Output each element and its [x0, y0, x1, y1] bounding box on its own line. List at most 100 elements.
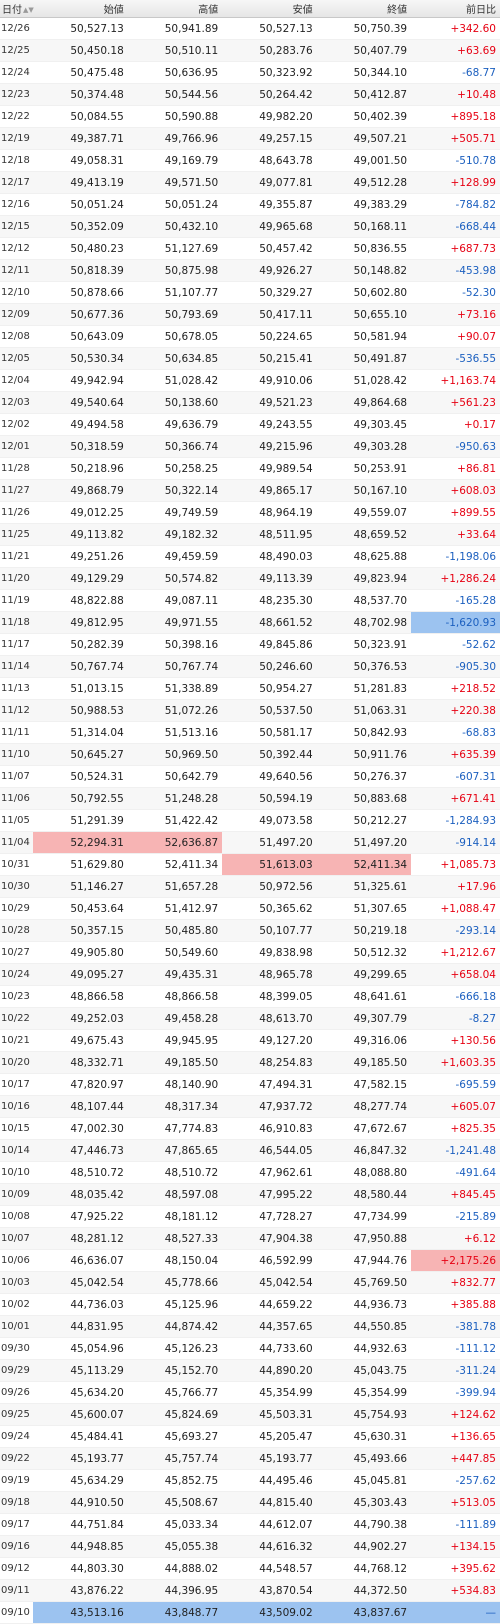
table-row: 11/10 50,645.27 50,969.50 50,392.44 50,911.7… — [0, 743, 500, 766]
cell-close: 47,950.88 — [316, 1227, 412, 1250]
cell-change: -453.98 — [411, 259, 500, 282]
cell-high: 49,971.55 — [127, 611, 223, 634]
cell-change: -695.59 — [411, 1073, 500, 1096]
table-row: 09/16 44,948.85 45,055.38 44,616.32 44,902.2… — [0, 1535, 500, 1558]
cell-date: 10/15 — [0, 1117, 34, 1140]
cell-close: 45,769.50 — [316, 1271, 412, 1294]
table-row: 10/10 48,510.72 48,510.72 47,962.61 48,088.8… — [0, 1161, 500, 1184]
cell-open: 44,910.50 — [33, 1491, 128, 1514]
table-row: 09/30 45,054.96 45,126.23 44,733.60 44,932.6… — [0, 1337, 500, 1360]
cell-close: 50,836.55 — [316, 237, 412, 260]
cell-open: 50,792.55 — [33, 787, 128, 810]
cell-high: 45,055.38 — [127, 1535, 223, 1558]
cell-close: 51,063.31 — [316, 699, 412, 722]
cell-low: 44,616.32 — [222, 1535, 317, 1558]
cell-change: -8.27 — [411, 1007, 500, 1030]
cell-low: 48,661.52 — [222, 611, 317, 634]
cell-close: 44,902.27 — [316, 1535, 412, 1558]
cell-close: 48,641.61 — [316, 985, 412, 1008]
cell-change: +608.03 — [411, 479, 500, 502]
cell-date: 10/23 — [0, 985, 34, 1008]
cell-close: 50,407.79 — [316, 39, 412, 62]
cell-low: 48,490.03 — [222, 545, 317, 568]
table-row: 11/12 50,988.53 51,072.26 50,537.50 51,063.3… — [0, 699, 500, 722]
cell-low: 43,870.54 — [222, 1579, 317, 1602]
cell-open: 45,113.29 — [33, 1359, 128, 1382]
cell-high: 50,051.24 — [127, 193, 223, 216]
cell-close: 50,276.37 — [316, 765, 412, 788]
cell-open: 48,035.42 — [33, 1183, 128, 1206]
cell-date: 10/10 — [0, 1161, 34, 1184]
cell-high: 50,767.74 — [127, 655, 223, 678]
table-row: 10/02 44,736.03 45,125.96 44,659.22 44,936.7… — [0, 1293, 500, 1316]
cell-open: 49,540.64 — [33, 391, 128, 414]
cell-low: 47,937.72 — [222, 1095, 317, 1118]
cell-date: 10/30 — [0, 875, 34, 898]
cell-high: 49,749.59 — [127, 501, 223, 524]
cell-date: 10/28 — [0, 919, 34, 942]
cell-change: -536.55 — [411, 347, 500, 370]
cell-open: 49,675.43 — [33, 1029, 128, 1052]
cell-change: +134.15 — [411, 1535, 500, 1558]
column-header-date[interactable]: 日付▲▼ — [0, 0, 34, 18]
cell-date: 11/05 — [0, 809, 34, 832]
cell-low: 47,904.38 — [222, 1227, 317, 1250]
column-header-open: 始値 — [33, 0, 128, 18]
cell-open: 48,107.44 — [33, 1095, 128, 1118]
cell-high: 49,766.96 — [127, 127, 223, 150]
cell-change: +2,175.26 — [411, 1249, 500, 1272]
cell-low: 47,995.22 — [222, 1183, 317, 1206]
cell-change: +130.56 — [411, 1029, 500, 1052]
sort-toggle-icon[interactable]: ▲▼ — [23, 6, 34, 14]
cell-close: 49,303.45 — [316, 413, 412, 436]
table-row: 09/26 45,634.20 45,766.77 45,354.99 45,354.9… — [0, 1381, 500, 1404]
cell-change: +899.55 — [411, 501, 500, 524]
cell-change: +395.62 — [411, 1557, 500, 1580]
cell-date: 09/16 — [0, 1535, 34, 1558]
cell-change: +220.38 — [411, 699, 500, 722]
cell-open: 49,095.27 — [33, 963, 128, 986]
table-row: 09/18 44,910.50 45,508.67 44,815.40 45,303.4… — [0, 1491, 500, 1514]
cell-low: 48,613.70 — [222, 1007, 317, 1030]
cell-open: 50,645.27 — [33, 743, 128, 766]
cell-date: 09/25 — [0, 1403, 34, 1426]
cell-close: 49,307.79 — [316, 1007, 412, 1030]
cell-high: 45,693.27 — [127, 1425, 223, 1448]
cell-close: 44,936.73 — [316, 1293, 412, 1316]
cell-change: -1,620.93 — [411, 611, 500, 634]
table-row: 12/24 50,475.48 50,636.95 50,323.92 50,344.1… — [0, 61, 500, 84]
table-row: 12/25 50,450.18 50,510.11 50,283.76 50,407.7… — [0, 39, 500, 62]
cell-date: 12/05 — [0, 347, 34, 370]
cell-low: 49,865.17 — [222, 479, 317, 502]
cell-low: 44,815.40 — [222, 1491, 317, 1514]
cell-date: 12/25 — [0, 39, 34, 62]
table-row: 11/21 49,251.26 49,459.59 48,490.03 48,625.8… — [0, 545, 500, 568]
cell-low: 49,113.39 — [222, 567, 317, 590]
cell-high: 50,636.95 — [127, 61, 223, 84]
cell-low: 49,243.55 — [222, 413, 317, 436]
cell-open: 50,357.15 — [33, 919, 128, 942]
cell-change: -950.63 — [411, 435, 500, 458]
cell-low: 50,954.27 — [222, 677, 317, 700]
cell-open: 45,634.20 — [33, 1381, 128, 1404]
table-row: 09/11 43,876.22 44,396.95 43,870.54 44,372.5… — [0, 1579, 500, 1602]
cell-close: 44,550.85 — [316, 1315, 412, 1338]
cell-change: -1,241.48 — [411, 1139, 500, 1162]
cell-open: 47,820.97 — [33, 1073, 128, 1096]
cell-close: 51,028.42 — [316, 369, 412, 392]
table-row: 10/07 48,281.12 48,527.33 47,904.38 47,950.8… — [0, 1227, 500, 1250]
cell-close: 50,402.39 — [316, 105, 412, 128]
cell-date: 12/17 — [0, 171, 34, 194]
cell-close: 48,659.52 — [316, 523, 412, 546]
table-row: 12/22 50,084.55 50,590.88 49,982.20 50,402.3… — [0, 105, 500, 128]
cell-open: 51,629.80 — [33, 853, 128, 876]
cell-change: -914.14 — [411, 831, 500, 854]
table-row: 12/05 50,530.34 50,634.85 50,215.41 50,491.8… — [0, 347, 500, 370]
cell-date: 12/16 — [0, 193, 34, 216]
cell-high: 48,140.90 — [127, 1073, 223, 1096]
cell-date: 11/19 — [0, 589, 34, 612]
cell-low: 50,224.65 — [222, 325, 317, 348]
cell-high: 50,549.60 — [127, 941, 223, 964]
cell-low: 50,457.42 — [222, 237, 317, 260]
